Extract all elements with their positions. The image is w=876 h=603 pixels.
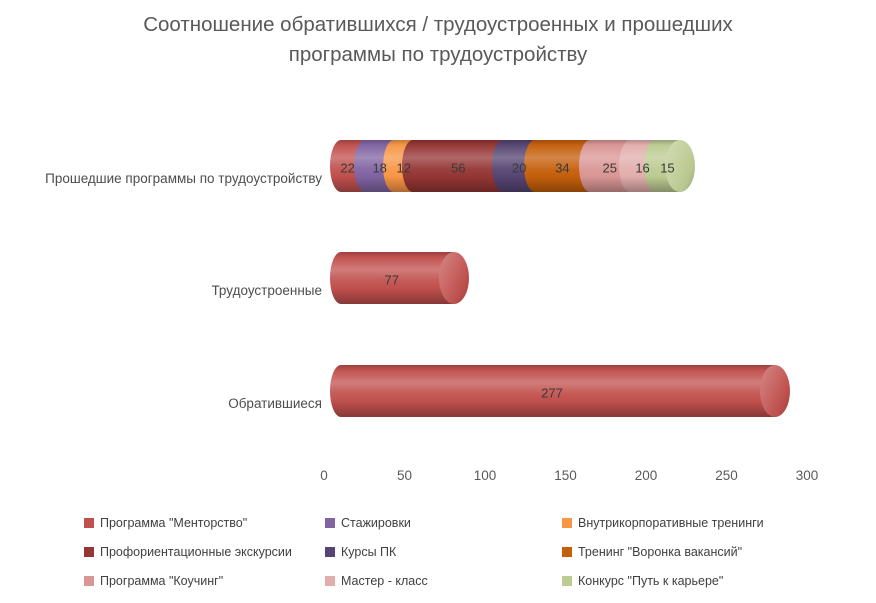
cylinder-end-cap (665, 140, 696, 192)
x-tick-label: 50 (396, 468, 413, 483)
legend-swatch-icon (84, 547, 94, 557)
x-tick-label: 200 (634, 468, 658, 483)
legend-item: Программа "Менторство" (84, 515, 247, 531)
legend-swatch-icon (562, 518, 572, 528)
x-tick-label: 0 (320, 468, 328, 483)
legend-swatch-icon (562, 576, 572, 586)
bar-segment (330, 365, 775, 417)
x-tick-label: 150 (554, 468, 577, 483)
category-label: Трудоустроенные (211, 283, 322, 298)
cylinder-end-cap (760, 365, 791, 417)
legend-item: Программа "Коучинг" (84, 573, 223, 589)
cylinder-end-cap (439, 252, 470, 304)
legend-label: Программа "Коучинг" (100, 574, 224, 588)
category-label: Обратившиеся (228, 396, 322, 411)
data-label: 277 (541, 385, 563, 401)
data-label: 18 (372, 160, 387, 176)
legend-item: Внутрикорпоративные тренинги (562, 515, 764, 531)
legend-label: Стажировки (341, 516, 411, 530)
data-label: 15 (660, 160, 675, 176)
x-tick-label: 250 (715, 468, 738, 483)
category-label: Прошедшие программы по трудоустройству (45, 171, 322, 186)
legend-item: Стажировки (325, 515, 411, 531)
x-tick-label: 100 (473, 468, 497, 483)
legend-item: Курсы ПК (325, 544, 396, 560)
x-tick-label: 300 (795, 468, 819, 483)
legend-label: Мастер - класс (341, 574, 428, 588)
data-label: 12 (396, 160, 411, 176)
legend-swatch-icon (84, 576, 94, 586)
data-label: 34 (555, 160, 570, 176)
legend-label: Внутрикорпоративные тренинги (578, 516, 764, 530)
legend-item: Мастер - класс (325, 573, 428, 589)
legend-label: Профориентационные экскурсии (100, 545, 292, 559)
legend-label: Тренинг "Воронка вакансий" (578, 545, 743, 559)
legend-swatch-icon (325, 576, 335, 586)
data-label: 77 (384, 272, 399, 288)
legend-item: Профориентационные экскурсии (84, 544, 292, 560)
data-label: 20 (511, 160, 527, 176)
legend-label: Курсы ПК (341, 545, 397, 559)
legend-item: Тренинг "Воронка вакансий" (562, 544, 742, 560)
legend-swatch-icon (325, 547, 335, 557)
legend-swatch-icon (84, 518, 94, 528)
legend-swatch-icon (325, 518, 335, 528)
bar-1: 77 (330, 252, 840, 304)
data-label: 22 (340, 160, 355, 176)
bar-0: 22 18 12 56 20 34 25 16 15 (330, 140, 840, 192)
bar-2: 277 (330, 365, 840, 417)
chart-title: Соотношение обратившихся / трудоустроенн… (143, 13, 733, 66)
legend-swatch-icon (562, 547, 572, 557)
legend-item: Конкурс "Путь к карьере" (562, 573, 723, 589)
data-label: 16 (635, 160, 650, 176)
data-label: 25 (602, 160, 617, 176)
data-label: 56 (450, 160, 466, 176)
legend-label: Конкурс "Путь к карьере" (578, 574, 724, 588)
bar-segment (330, 252, 454, 304)
bar-segment (402, 140, 504, 192)
legend-label: Программа "Менторство" (100, 516, 248, 530)
